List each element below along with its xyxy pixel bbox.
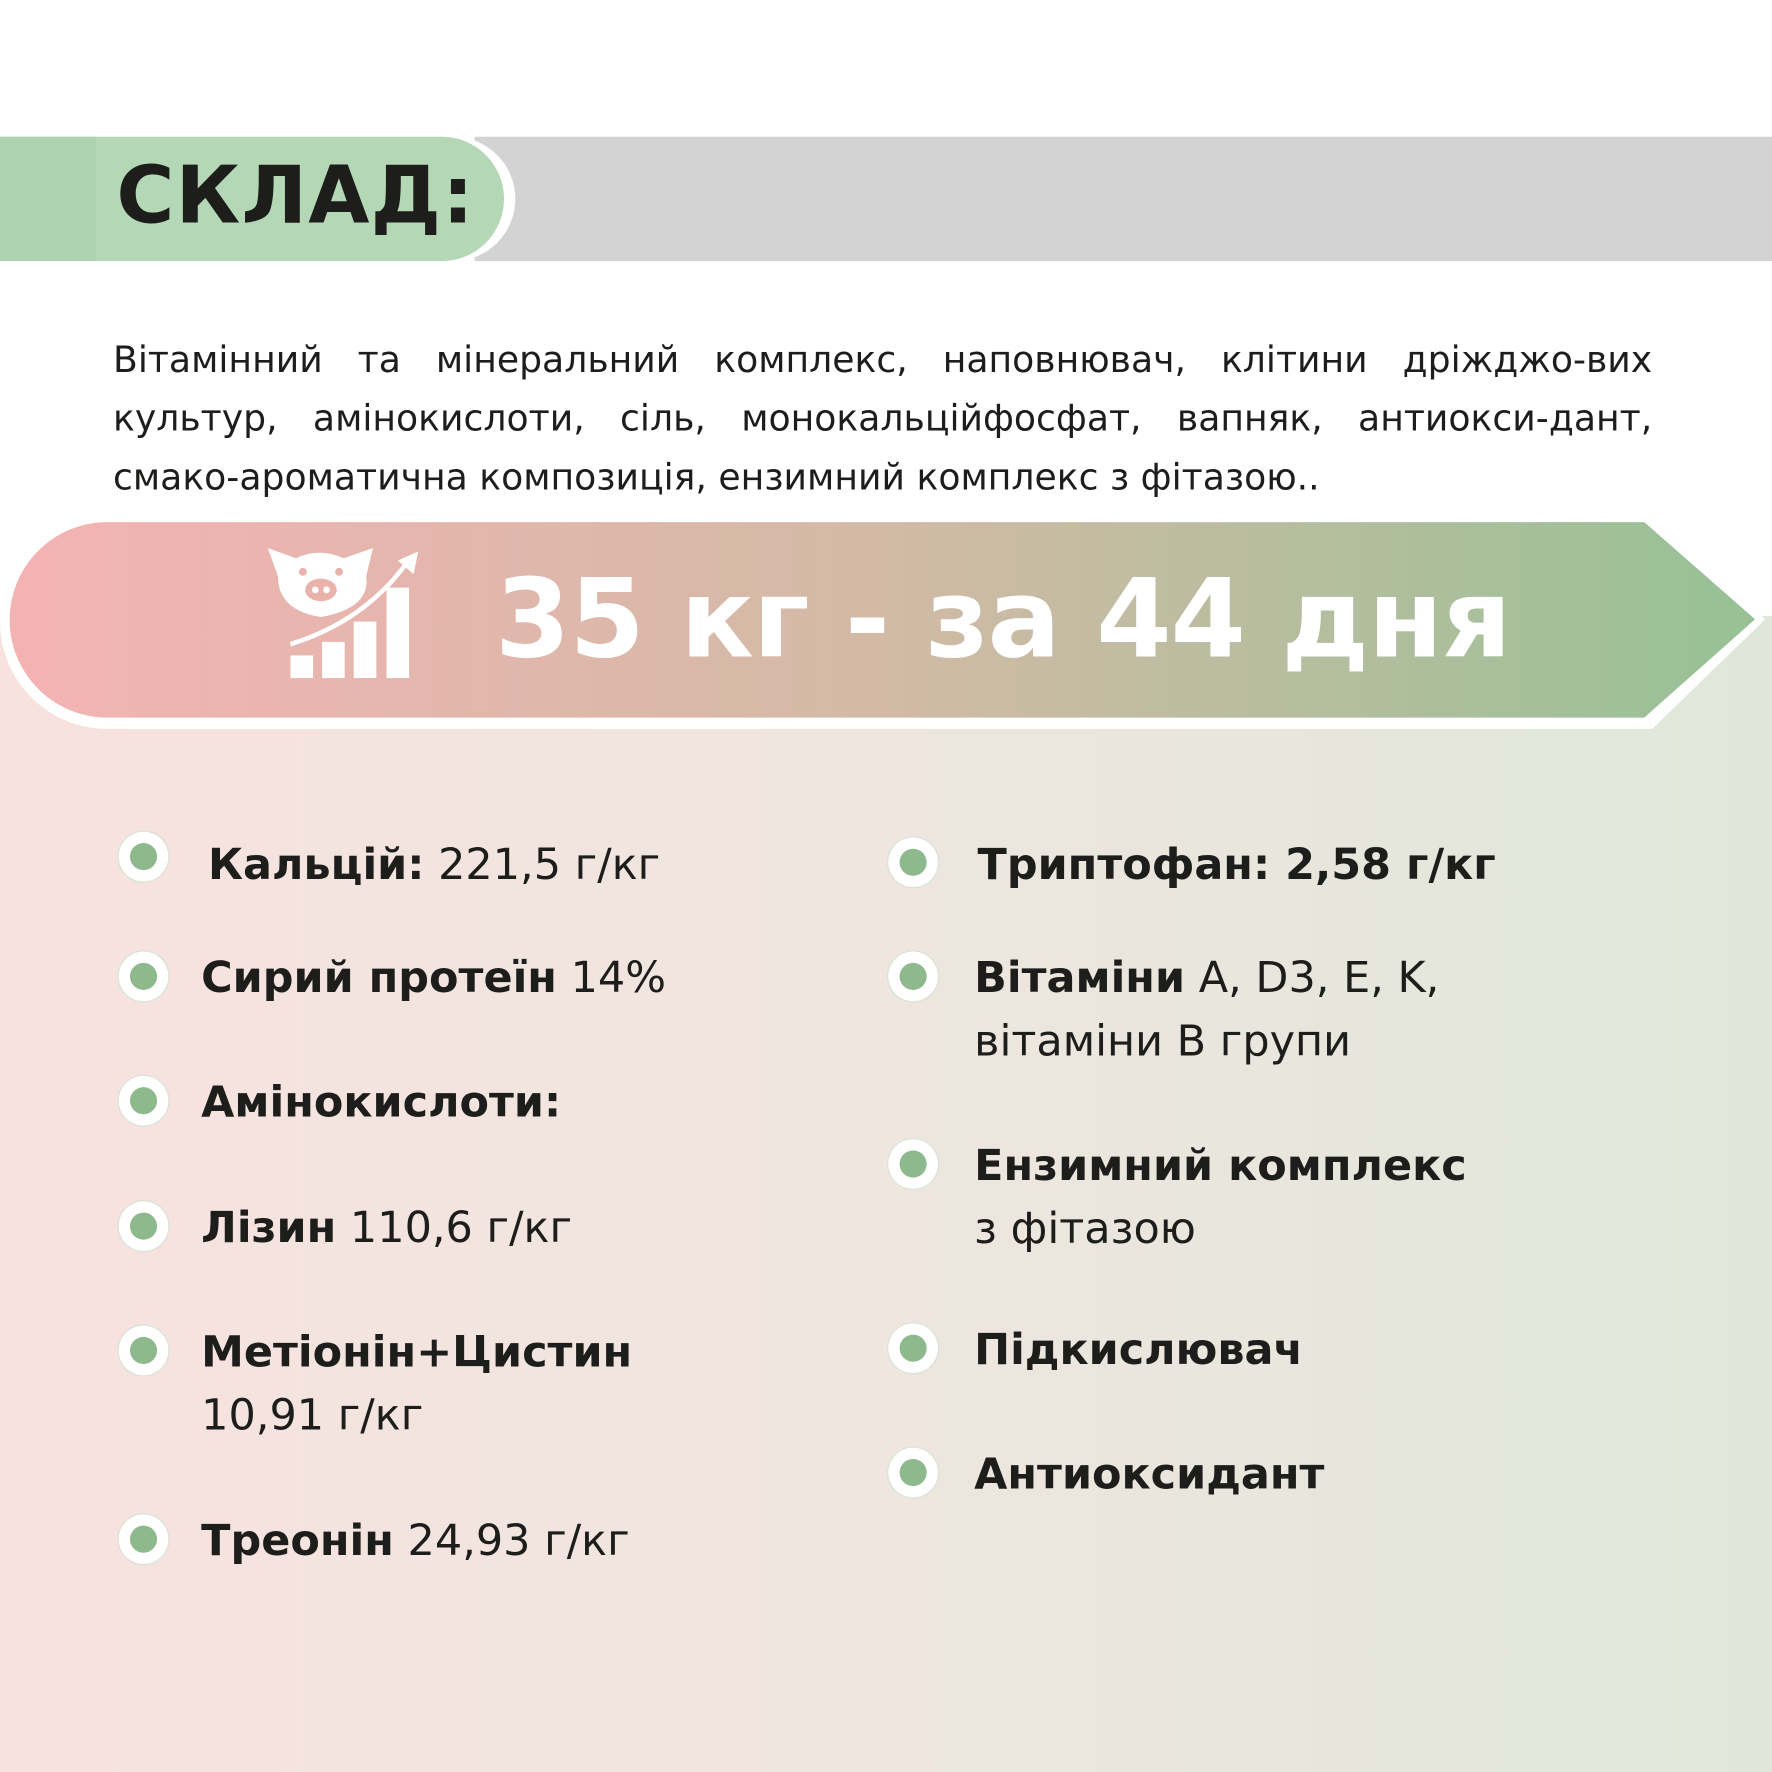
list-item: Метіонін+Цистин 10,91 г/кг [201, 1326, 633, 1440]
bullet-icon [888, 1323, 938, 1374]
bullet-icon [118, 951, 169, 1002]
bullet-icon [888, 1447, 938, 1498]
banner [0, 514, 1766, 729]
bullet-icon [888, 951, 938, 1002]
composition-text: Вітамінний та мінеральний комплекс, напо… [113, 337, 1653, 499]
background-gradient [0, 615, 1772, 1772]
list-item: Амінокислоти: [201, 1076, 562, 1127]
bullet-icon [118, 1325, 169, 1376]
bullet-icon [118, 1514, 169, 1565]
bullet-icon [888, 837, 938, 888]
bullet-icon [118, 831, 169, 882]
page-title: СКЛАД: [116, 149, 475, 242]
list-item: Кальцій: 221,5 г/кг [207, 839, 661, 890]
bullet-icon [888, 1139, 938, 1189]
list-item: Треонін 24,93 г/кг [201, 1515, 630, 1566]
header-strip [0, 136, 97, 262]
list-item: Лізин 110,6 г/кг [201, 1202, 573, 1253]
list-item: Сирий протеїн 14% [201, 952, 667, 1003]
list-item: Антиоксидант [974, 1448, 1325, 1499]
header-bar [474, 136, 1772, 262]
pig-growth-chart-icon [267, 548, 419, 679]
banner-text: 35 кг - за 44 дня [494, 556, 1512, 683]
list-item: Ензимний комплекс з фітазою [974, 1140, 1467, 1254]
list-item: Підкислювач [974, 1324, 1304, 1375]
list-item: Вітаміни A, D3, E, K, вітаміни В групи [974, 952, 1440, 1066]
bullet-icon [118, 1201, 169, 1252]
list-item: Триптофан: 2,58 г/кг [977, 839, 1496, 890]
bullet-icon [118, 1075, 169, 1126]
